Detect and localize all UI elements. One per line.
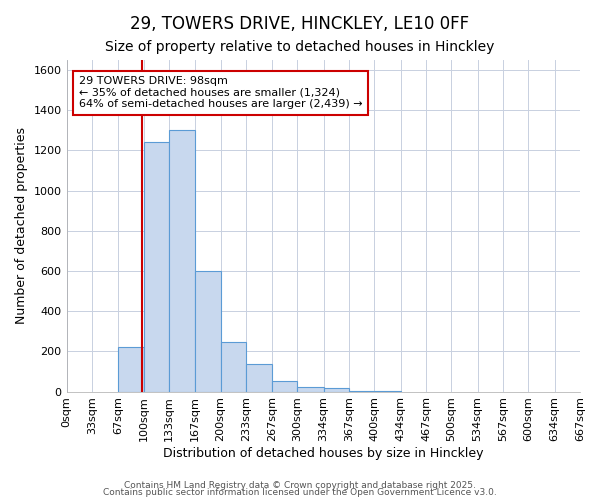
Bar — [298, 386, 323, 392]
Text: Contains HM Land Registry data © Crown copyright and database right 2025.: Contains HM Land Registry data © Crown c… — [124, 480, 476, 490]
Bar — [195, 271, 221, 392]
Bar — [169, 130, 195, 392]
Bar — [143, 142, 169, 392]
Bar — [118, 348, 143, 392]
Bar — [349, 390, 374, 392]
Y-axis label: Number of detached properties: Number of detached properties — [15, 128, 28, 324]
Bar — [374, 390, 401, 392]
Text: Size of property relative to detached houses in Hinckley: Size of property relative to detached ho… — [106, 40, 494, 54]
X-axis label: Distribution of detached houses by size in Hinckley: Distribution of detached houses by size … — [163, 447, 484, 460]
Bar — [272, 380, 298, 392]
Bar — [246, 364, 272, 392]
Bar — [323, 388, 349, 392]
Bar — [221, 342, 246, 392]
Text: 29 TOWERS DRIVE: 98sqm
← 35% of detached houses are smaller (1,324)
64% of semi-: 29 TOWERS DRIVE: 98sqm ← 35% of detached… — [79, 76, 362, 110]
Text: Contains public sector information licensed under the Open Government Licence v3: Contains public sector information licen… — [103, 488, 497, 497]
Text: 29, TOWERS DRIVE, HINCKLEY, LE10 0FF: 29, TOWERS DRIVE, HINCKLEY, LE10 0FF — [130, 15, 470, 33]
